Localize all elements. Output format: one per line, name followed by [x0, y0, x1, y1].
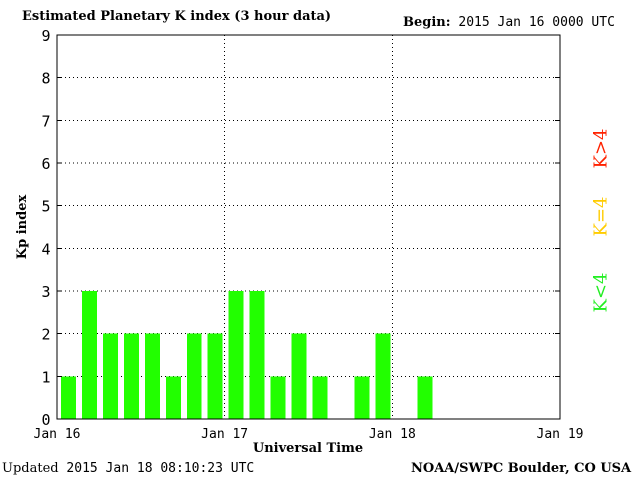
kp-bar	[354, 376, 370, 419]
y-tick-label: 5	[41, 198, 50, 216]
y-tick-label: 2	[41, 326, 50, 344]
kp-bar	[144, 333, 160, 419]
kp-bar	[81, 291, 97, 419]
kp-bar	[186, 333, 202, 419]
x-tick-label: Jan 16	[34, 427, 81, 442]
updated-info: Updated 2015 Jan 18 08:10:23 UTC	[2, 461, 254, 476]
y-tick-label: 3	[41, 283, 50, 301]
x-tick-label: Jan 18	[369, 427, 416, 442]
y-tick-label: 0	[41, 411, 50, 429]
kp-bar	[312, 376, 328, 419]
kp-bar	[61, 376, 76, 419]
y-axis-label: Kp index	[15, 195, 30, 260]
plot-frame	[56, 34, 561, 420]
credit-text: NOAA/SWPC Boulder, CO USA	[411, 461, 632, 476]
kp-bar	[291, 333, 307, 419]
kp-bar	[270, 376, 286, 419]
y-tick-label: 4	[41, 240, 50, 258]
y-tick-label: 6	[41, 155, 50, 173]
updated-label: Updated	[2, 461, 59, 476]
begin-value: 2015 Jan 16 0000 UTC	[458, 15, 615, 30]
x-tick-label: Jan 19	[537, 427, 584, 442]
begin-label: Begin:	[403, 15, 451, 30]
kp-bar	[123, 333, 139, 419]
kp-bar	[417, 376, 433, 419]
y-tick-label: 8	[41, 70, 50, 88]
updated-value: 2015 Jan 18 08:10:23 UTC	[66, 461, 255, 476]
y-tick-label: 1	[41, 368, 50, 386]
legend-k-greater-4: K>4	[590, 128, 612, 168]
legend-k-less-4: K<4	[590, 272, 612, 312]
x-axis-label: Universal Time	[253, 441, 363, 456]
kp-bar	[375, 333, 391, 419]
kp-bar	[102, 333, 118, 419]
y-tick-label: 9	[41, 27, 50, 45]
chart-title: Estimated Planetary K index (3 hour data…	[22, 9, 332, 24]
y-tick-label: 7	[41, 112, 50, 130]
begin-info: Begin: 2015 Jan 16 0000 UTC	[403, 15, 615, 30]
x-tick-label: Jan 17	[201, 427, 248, 442]
kp-bar	[165, 376, 181, 419]
kp-bar	[228, 291, 244, 419]
kp-bar	[249, 291, 265, 419]
kp-bar	[207, 333, 223, 419]
legend-k-equal-4: K=4	[590, 196, 612, 236]
